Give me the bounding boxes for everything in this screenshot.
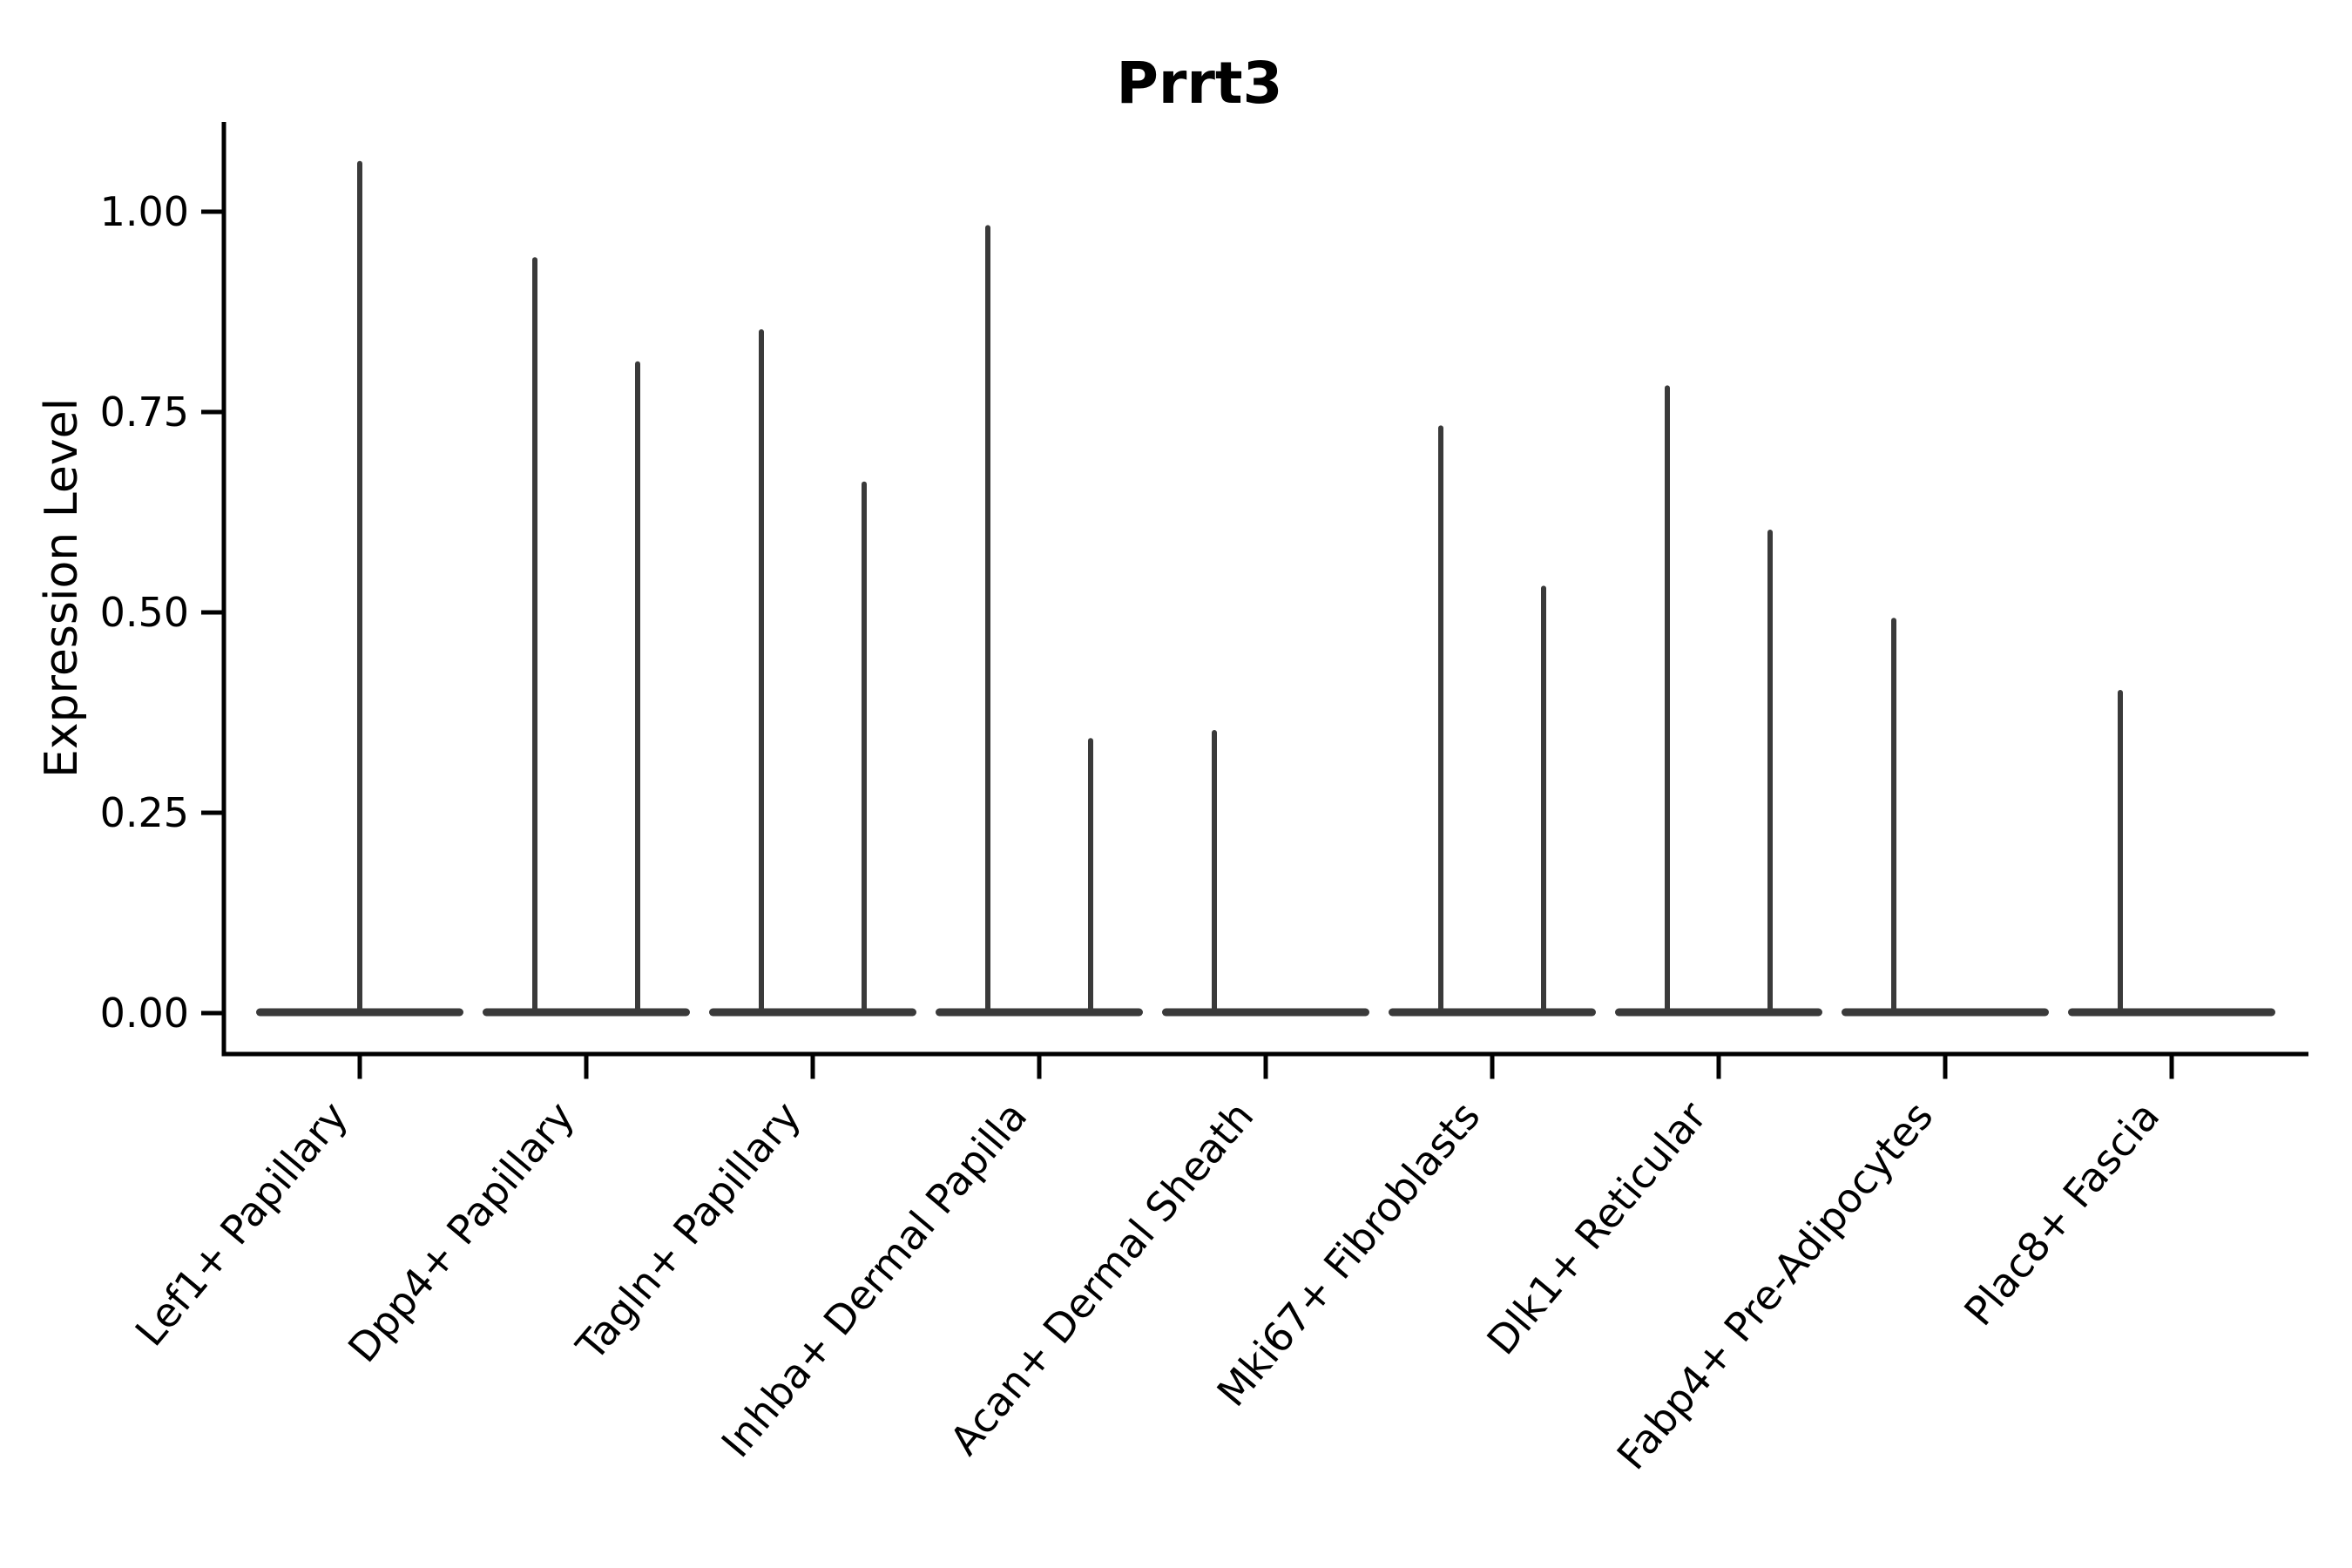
chart-static-layer: Prrt3 Expression Level bbox=[36, 50, 1282, 778]
violin-base bbox=[1389, 1008, 1596, 1017]
y-tick-label: 0.25 bbox=[100, 789, 189, 836]
chart-dynamic-layer: 0.00 0.25 0.50 0.75 1.00 Lef1+ PapillaryDpp4+… bbox=[100, 122, 2308, 1478]
chart-title: Prrt3 bbox=[1117, 50, 1283, 117]
y-tick-label: 1.00 bbox=[100, 188, 189, 235]
violin-base bbox=[709, 1008, 916, 1017]
y-axis-label: Expression Level bbox=[36, 398, 88, 778]
x-tick-label: Mki67+ Fibroblasts bbox=[1207, 1092, 1489, 1415]
x-tick-label: Dpp4+ Papillary bbox=[339, 1092, 583, 1371]
violin-base bbox=[1842, 1008, 2049, 1017]
violin-base bbox=[2068, 1008, 2275, 1017]
violin-base bbox=[1162, 1008, 1369, 1017]
x-tick-label: Tagln+ Papillary bbox=[566, 1092, 809, 1369]
x-tick-label: Dlk1+ Reticular bbox=[1477, 1092, 1715, 1363]
y-tick-label: 0.50 bbox=[100, 589, 189, 636]
y-tick-label: 0.00 bbox=[100, 990, 189, 1037]
violin-base bbox=[483, 1008, 690, 1017]
violin-base bbox=[936, 1008, 1143, 1017]
x-tick-label: Lef1+ Papillary bbox=[126, 1092, 357, 1355]
y-tick-label: 0.75 bbox=[100, 389, 189, 436]
violin-base bbox=[1615, 1008, 1822, 1017]
x-tick-label: Plac8+ Fascia bbox=[1955, 1092, 2168, 1335]
